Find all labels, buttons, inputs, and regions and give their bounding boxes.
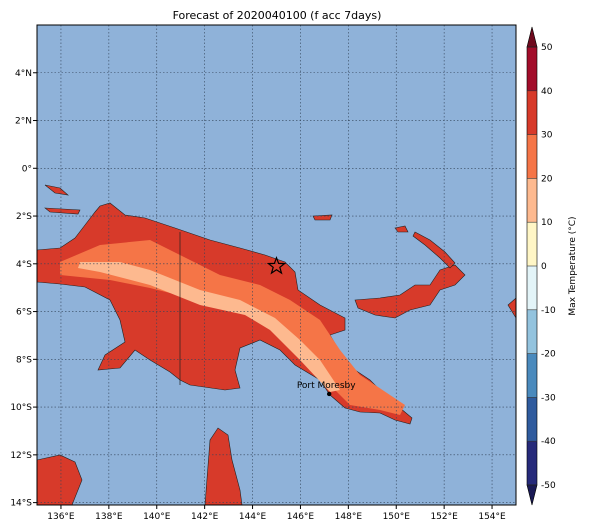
city-label: Port Moresby [297,381,356,391]
lat-tick-label: 12°S [10,451,32,461]
star-marker [266,255,287,275]
colorbar-tick-label: -30 [541,393,556,403]
new-britain [354,264,466,319]
lon-tick-label: 144°E [239,512,267,522]
lon-tick-label: 138°E [95,512,123,522]
colorbar-tick-label: 30 [541,131,553,141]
colorbar-tick-label: -40 [541,437,556,447]
colorbar-over [526,26,538,48]
lat-tick-label: 6°S [16,308,32,318]
lon-tick-label: 152°E [430,512,458,522]
lat-tick-label: 4°S [16,260,32,270]
colorbar-swatch [527,222,537,266]
colorbar-tick-label: -10 [541,306,556,316]
colorbar-tick-label: -50 [541,481,556,491]
island [394,225,409,233]
colorbar-swatch [527,266,537,310]
colorbar-tick-label: 50 [541,43,553,53]
lon-tick-label: 140°E [143,512,171,522]
lon-tick-label: 142°E [191,512,219,522]
colorbar-swatch [527,353,537,398]
colorbar-swatch [527,309,537,354]
lon-tick-label: 146°E [287,512,315,522]
colorbar-swatch [527,90,537,135]
colorbar-tick-label: 20 [541,174,553,184]
colorbar-swatch [527,441,537,485]
colorbar-swatch [527,134,537,179]
colorbar-swatch [527,397,537,442]
colorbar-tick-label: -20 [541,350,556,360]
new-ireland [412,231,456,269]
lat-tick-label: 4°N [15,69,32,79]
colorbar-tick-label: 0 [541,262,547,272]
lon-tick-label: 150°E [383,512,411,522]
map-frame [36,24,517,506]
australia-nt [36,454,83,506]
land [36,184,517,506]
graticule [37,25,516,505]
island [44,184,69,196]
colorbar-label: Max Temperature (°C) [568,216,578,315]
lat-tick-label: 2°N [15,117,32,127]
lat-tick-label: 8°S [16,355,32,365]
lon-tick-label: 148°E [335,512,363,522]
island [312,214,333,221]
lon-tick-label: 154°E [478,512,506,522]
island [44,207,81,215]
lat-tick-label: 10°S [10,403,32,413]
map-title: Forecast of 2020040100 (f acc 7days) [173,9,382,22]
lat-tick-label: 0° [22,164,32,174]
cape-york [204,427,243,506]
colorbar-swatch [527,47,537,91]
colorbar-under [526,484,538,506]
colorbar-tick-label: 40 [541,87,553,97]
colorbar-tick-label: 10 [541,218,553,228]
lon-tick-label: 136°E [47,512,75,522]
lat-tick-label: 14°S [10,499,32,509]
colorbar-swatch [527,178,537,223]
city-dot [326,391,332,397]
lat-tick-label: 2°S [16,212,32,222]
